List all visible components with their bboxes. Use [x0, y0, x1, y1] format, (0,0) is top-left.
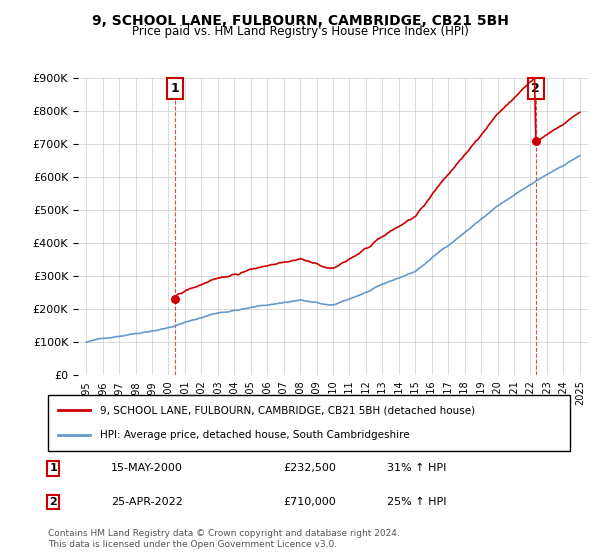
Text: 25% ↑ HPI: 25% ↑ HPI — [388, 497, 447, 507]
Text: 1: 1 — [49, 463, 57, 473]
Text: 1: 1 — [170, 82, 179, 95]
Point — [531, 137, 541, 146]
Text: 25-APR-2022: 25-APR-2022 — [110, 497, 182, 507]
Text: 15-MAY-2000: 15-MAY-2000 — [110, 463, 182, 473]
Text: Price paid vs. HM Land Registry's House Price Index (HPI): Price paid vs. HM Land Registry's House … — [131, 25, 469, 38]
Text: 9, SCHOOL LANE, FULBOURN, CAMBRIDGE, CB21 5BH: 9, SCHOOL LANE, FULBOURN, CAMBRIDGE, CB2… — [92, 14, 508, 28]
Text: Contains HM Land Registry data © Crown copyright and database right 2024.
This d: Contains HM Land Registry data © Crown c… — [48, 529, 400, 549]
Text: 9, SCHOOL LANE, FULBOURN, CAMBRIDGE, CB21 5BH (detached house): 9, SCHOOL LANE, FULBOURN, CAMBRIDGE, CB2… — [100, 405, 475, 416]
FancyBboxPatch shape — [48, 395, 570, 451]
Text: HPI: Average price, detached house, South Cambridgeshire: HPI: Average price, detached house, Sout… — [100, 430, 410, 440]
Point — [170, 294, 179, 303]
Text: £232,500: £232,500 — [283, 463, 336, 473]
Text: 2: 2 — [49, 497, 57, 507]
Text: 31% ↑ HPI: 31% ↑ HPI — [388, 463, 446, 473]
Text: £710,000: £710,000 — [283, 497, 335, 507]
Text: 2: 2 — [532, 82, 540, 95]
